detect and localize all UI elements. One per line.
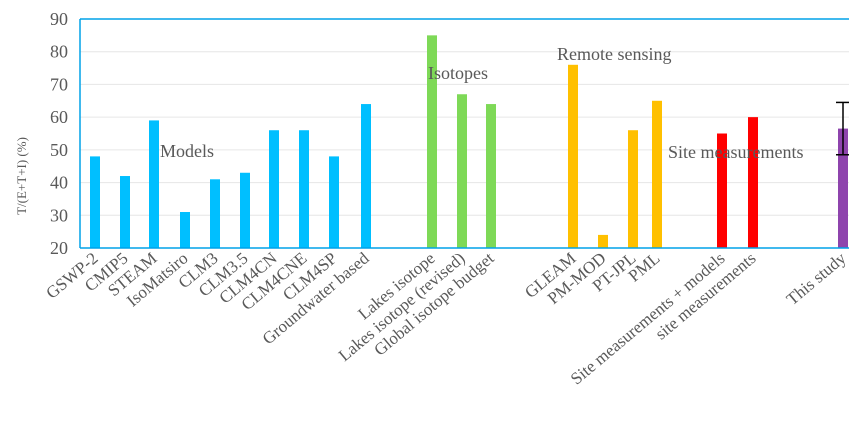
y-tick-label: 50 [50, 140, 68, 160]
y-tick-label: 90 [50, 9, 68, 29]
error-bars [836, 101, 849, 156]
bar [329, 156, 339, 248]
bar [628, 130, 638, 248]
bar [299, 130, 309, 248]
y-tick-label: 20 [50, 238, 68, 258]
bar [486, 104, 496, 248]
bar [149, 120, 159, 248]
y-axis-label: T/(E+T+I) (%) [14, 137, 29, 215]
group-annotation: Isotopes [428, 63, 488, 83]
group-annotations: Models Isotopes Remote sensing Site measure… [160, 44, 803, 162]
bar [269, 130, 279, 248]
bar-series [90, 35, 848, 249]
bar [457, 94, 467, 248]
y-tick-label: 40 [50, 173, 68, 193]
bar [568, 64, 578, 248]
bar [838, 128, 848, 248]
bar [240, 172, 250, 248]
y-tick-label: 80 [50, 42, 68, 62]
y-tick-label: 70 [50, 74, 68, 94]
bar [598, 234, 608, 248]
bar [180, 212, 190, 248]
group-annotation: Models [160, 141, 214, 161]
group-annotation: Site measurements [668, 142, 803, 162]
y-tick-labels: 20 30 40 50 60 70 80 90 [50, 9, 68, 258]
x-tick-labels: GSWP-2CMIP5STEAMIsoMatsiroCLM3CLM3.5CLM4… [42, 248, 849, 388]
bar [717, 133, 727, 248]
bar [210, 179, 220, 248]
y-tick-label: 30 [50, 205, 68, 225]
x-tick-label: This study [783, 248, 849, 309]
bar [748, 117, 758, 249]
bar [90, 156, 100, 248]
group-annotation: Remote sensing [557, 44, 672, 64]
bar [120, 176, 130, 248]
bar [361, 104, 371, 248]
y-tick-label: 60 [50, 107, 68, 127]
bar [427, 35, 437, 248]
axes [79, 18, 849, 249]
bar [652, 100, 662, 249]
